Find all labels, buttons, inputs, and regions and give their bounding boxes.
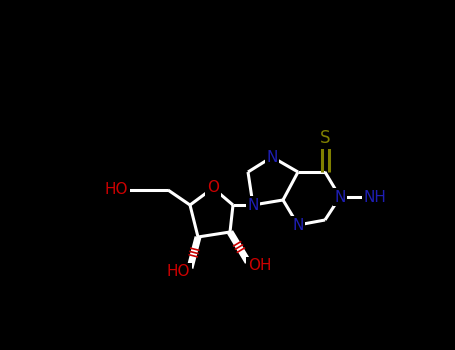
Text: HO: HO — [167, 265, 190, 280]
Text: S: S — [320, 129, 330, 147]
Text: N: N — [334, 189, 346, 204]
Text: NH: NH — [364, 189, 386, 204]
Text: HO: HO — [105, 182, 128, 197]
Text: N: N — [266, 149, 278, 164]
Text: O: O — [207, 181, 219, 196]
Text: N: N — [292, 217, 303, 232]
Text: N: N — [248, 197, 259, 212]
Text: OH: OH — [248, 259, 272, 273]
